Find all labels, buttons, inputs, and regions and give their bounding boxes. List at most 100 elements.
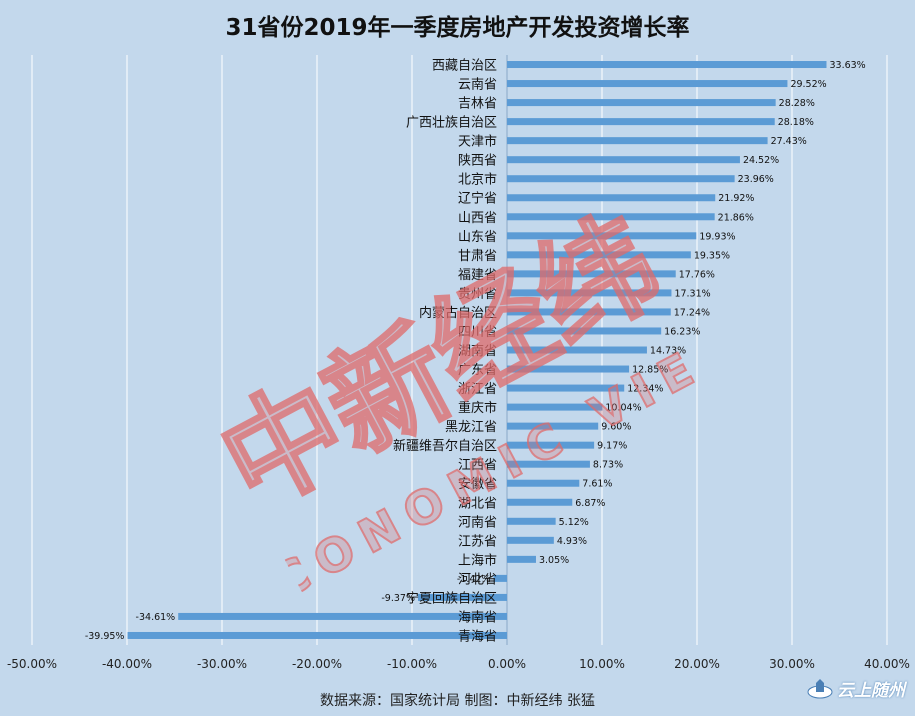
data-label: 19.93%: [699, 231, 735, 242]
data-label: 23.96%: [738, 174, 774, 185]
category-label: 西藏自治区: [432, 59, 497, 74]
category-label: 江西省: [458, 458, 497, 473]
category-label: 广东省: [458, 363, 497, 378]
category-label: 北京市: [458, 172, 497, 188]
bar: [507, 479, 580, 487]
bar: [507, 156, 740, 164]
category-label: 新疆维吾尔自治区: [393, 438, 497, 454]
bar: [507, 137, 768, 145]
data-label: 27.43%: [771, 136, 807, 147]
category-label: 河北省: [458, 572, 497, 587]
data-label: 28.28%: [779, 98, 815, 109]
category-label: 浙江省: [458, 382, 497, 397]
x-tick-label: -20.00%: [292, 657, 342, 671]
data-label: 14.73%: [650, 346, 686, 357]
data-label: 4.93%: [557, 536, 587, 547]
data-label: 17.31%: [674, 288, 710, 299]
publisher-logo: 云上随州: [807, 676, 905, 701]
bar: [507, 213, 715, 221]
category-label: 贵州省: [458, 287, 497, 302]
category-label: 辽宁省: [458, 191, 497, 207]
bar: [127, 631, 507, 639]
data-label: 9.60%: [601, 422, 631, 433]
category-label: 四川省: [458, 325, 497, 340]
bar: [507, 536, 554, 544]
x-tick-label: 0.00%: [488, 657, 526, 671]
category-label: 黑龙江省: [445, 420, 497, 435]
x-tick-label: 40.00%: [864, 657, 910, 671]
bar: [507, 441, 595, 449]
x-tick-label: -50.00%: [7, 657, 57, 671]
bar: [507, 232, 697, 240]
chart-title: 31省份2019年一季度房地产开发投资增长率: [225, 15, 690, 41]
data-label: 9.17%: [597, 441, 627, 452]
bar: [417, 593, 507, 601]
bar: [507, 194, 716, 202]
bar: [507, 384, 625, 392]
data-label: 17.24%: [674, 307, 710, 318]
data-label: 3.05%: [539, 555, 569, 566]
data-label: 16.23%: [664, 326, 700, 337]
city-logo-icon: [807, 678, 833, 698]
category-label: 宁夏回族自治区: [406, 590, 497, 606]
data-label: 24.52%: [743, 155, 779, 166]
data-label: 5.12%: [559, 517, 589, 528]
logo-text: 云上随州: [837, 681, 905, 701]
data-label: -34.61%: [136, 612, 176, 623]
bar: [507, 365, 630, 373]
data-label: 17.76%: [679, 269, 715, 280]
category-label: 湖北省: [458, 496, 497, 511]
category-label: 安徽省: [458, 477, 497, 492]
bar: [178, 612, 507, 620]
category-label: 吉林省: [458, 97, 497, 112]
category-label: 上海市: [458, 552, 497, 568]
category-label: 福建省: [458, 268, 497, 283]
data-label: 21.92%: [718, 193, 754, 204]
bar: [507, 327, 662, 335]
x-tick-label: 20.00%: [674, 657, 720, 671]
data-label: 12.85%: [632, 365, 668, 376]
category-label: 青海省: [458, 629, 497, 644]
data-label: 6.87%: [575, 498, 605, 509]
bar: [507, 460, 590, 468]
bar: [507, 346, 647, 354]
x-tick-label: 10.00%: [579, 657, 625, 671]
data-label: -39.95%: [85, 631, 125, 642]
bar: [507, 251, 691, 259]
category-label: 天津市: [458, 134, 497, 150]
data-label: 19.35%: [694, 250, 730, 261]
x-tick-label: -10.00%: [387, 657, 437, 671]
bar: [507, 403, 603, 411]
data-label: 29.52%: [790, 79, 826, 90]
x-tick-label: 30.00%: [769, 657, 815, 671]
category-label: 江苏省: [458, 533, 497, 549]
bar: [507, 498, 573, 506]
data-label: -9.37%: [381, 593, 415, 604]
category-label: 河南省: [458, 514, 497, 530]
category-label: 重庆市: [458, 400, 497, 416]
bar: [507, 308, 671, 316]
source-note: 数据来源：国家统计局 制图：中新经纬 张猛: [320, 693, 595, 709]
bar: [507, 118, 775, 126]
data-label: 28.18%: [778, 117, 814, 128]
category-label: 陕西省: [458, 154, 497, 169]
bar: [507, 80, 788, 88]
bar: [493, 574, 507, 582]
category-label: 山西省: [458, 211, 497, 226]
category-label: 内蒙古自治区: [419, 305, 497, 321]
data-label: 33.63%: [829, 60, 865, 71]
data-label: 10.04%: [605, 403, 641, 414]
category-label: 湖南省: [458, 343, 497, 359]
bar: [507, 422, 599, 430]
x-tick-label: -40.00%: [102, 657, 152, 671]
bar: [507, 555, 536, 563]
category-label: 海南省: [458, 609, 497, 625]
bar: [507, 99, 776, 107]
bar: [507, 61, 827, 69]
bar: [507, 517, 556, 525]
bar: [507, 175, 735, 183]
x-tick-label: -30.00%: [197, 657, 247, 671]
bar: [507, 270, 676, 278]
category-label: 甘肃省: [458, 249, 497, 264]
